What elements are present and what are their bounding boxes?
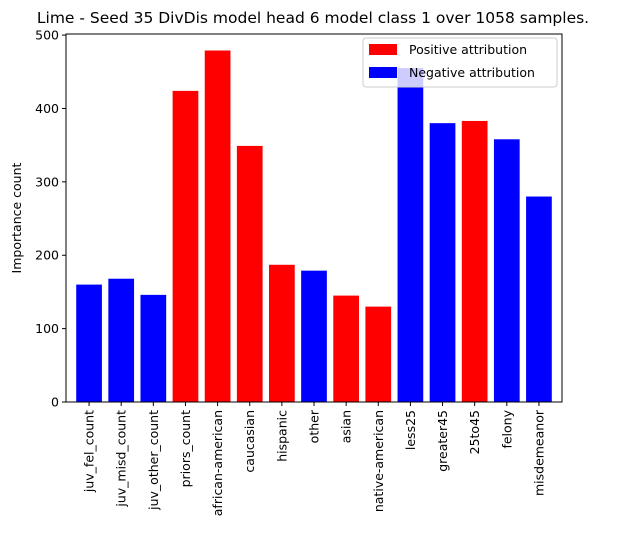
bar-juv_misd_count	[108, 278, 135, 402]
bar-priors_count	[172, 90, 199, 403]
x-tick-label: african-american	[210, 410, 225, 516]
plot-frame	[65, 33, 563, 403]
x-tick-label: misdemeanor	[531, 409, 546, 496]
bar-felony	[493, 139, 520, 403]
x-tick-label: other	[307, 409, 322, 443]
x-tick-label: less25	[403, 410, 418, 450]
chart-title: Lime - Seed 35 DivDis model head 6 model…	[37, 9, 589, 27]
bar-asian	[333, 295, 359, 402]
bar-native-american	[365, 306, 392, 402]
x-tick-label: hispanic	[274, 410, 289, 462]
x-tick-label: felony	[499, 409, 514, 448]
x-tick-label: 25to45	[467, 410, 482, 454]
bars-group	[76, 50, 552, 403]
x-tick-label: juv_other_count	[146, 410, 161, 511]
y-tick-label: 200	[35, 248, 59, 263]
y-tick-label: 300	[35, 174, 59, 189]
legend-label-negative: Negative attribution	[409, 65, 535, 80]
legend-label-positive: Positive attribution	[409, 42, 527, 57]
bar-misdemeanor	[526, 196, 552, 402]
bar-juv_other_count	[140, 294, 167, 402]
bar-greater45	[429, 123, 456, 402]
x-tick-label: juv_fel_count	[82, 410, 97, 493]
x-tick-label: greater45	[435, 410, 450, 472]
x-tick-label: juv_misd_count	[114, 410, 129, 508]
y-tick-label: 500	[35, 28, 59, 43]
bar-25to45	[461, 120, 488, 403]
legend-swatch-positive	[369, 44, 397, 55]
bar-juv_fel_count	[76, 284, 102, 402]
x-tick-label: caucasian	[242, 410, 257, 473]
y-tick-label: 400	[35, 101, 59, 116]
y-tick-label: 0	[51, 395, 59, 410]
legend: Positive attribution Negative attributio…	[362, 37, 558, 88]
x-tick-label: native-american	[371, 410, 386, 512]
x-tick-label: priors_count	[178, 410, 193, 487]
bar-other	[301, 270, 327, 402]
x-axis-ticks: juv_fel_count juv_misd_count juv_other_cou…	[82, 402, 546, 516]
bar-caucasian	[236, 145, 263, 402]
legend-swatch-negative	[369, 67, 397, 78]
y-axis-ticks: 0 100 200 300 400 500	[35, 28, 66, 410]
y-axis-label: Importance count	[9, 162, 24, 273]
bar-african-american	[204, 50, 231, 402]
bar-hispanic	[269, 264, 295, 402]
y-tick-label: 100	[35, 321, 59, 336]
x-tick-label: asian	[339, 410, 354, 443]
legend-frame	[362, 37, 558, 88]
bar-less25	[397, 68, 424, 403]
